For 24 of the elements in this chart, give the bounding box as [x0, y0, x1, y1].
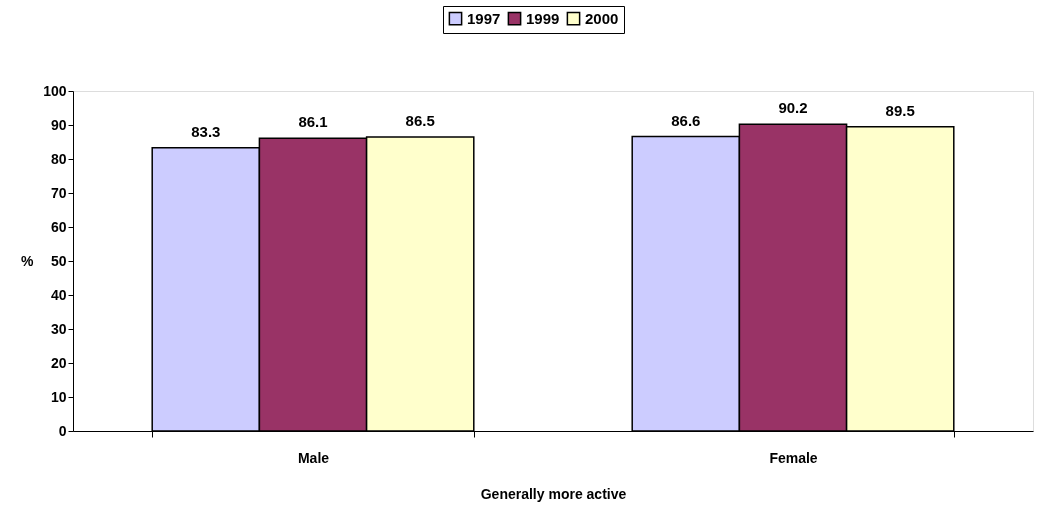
data-label: 83.3 — [191, 122, 221, 140]
data-label: 86.1 — [298, 113, 328, 131]
y-tick-label: 30 — [50, 320, 67, 337]
data-label: 86.6 — [671, 111, 701, 129]
y-tick-label: 90 — [50, 116, 67, 133]
y-tick-label: 20 — [50, 354, 67, 371]
y-tick-label: 70 — [50, 184, 67, 201]
y-axis-title: % — [21, 252, 35, 269]
legend-label: 1999 — [526, 9, 560, 27]
x-tick-label: Female — [769, 449, 818, 466]
y-tick-label: 10 — [50, 388, 67, 405]
data-label: 89.5 — [885, 101, 915, 119]
legend-label: 2000 — [585, 9, 619, 27]
y-tick-label: 50 — [50, 252, 67, 269]
y-tick-label: 40 — [50, 286, 67, 303]
legend-label: 1997 — [467, 9, 501, 27]
y-tick-label: 100 — [43, 82, 67, 99]
y-tick-label: 60 — [50, 218, 67, 235]
x-axis-title: Generally more active — [480, 485, 627, 502]
y-tick-label: 80 — [50, 150, 67, 167]
x-tick-label: Male — [297, 449, 330, 466]
y-tick-label: 0 — [58, 422, 67, 439]
data-label: 90.2 — [778, 99, 808, 117]
data-label: 86.5 — [405, 111, 435, 129]
